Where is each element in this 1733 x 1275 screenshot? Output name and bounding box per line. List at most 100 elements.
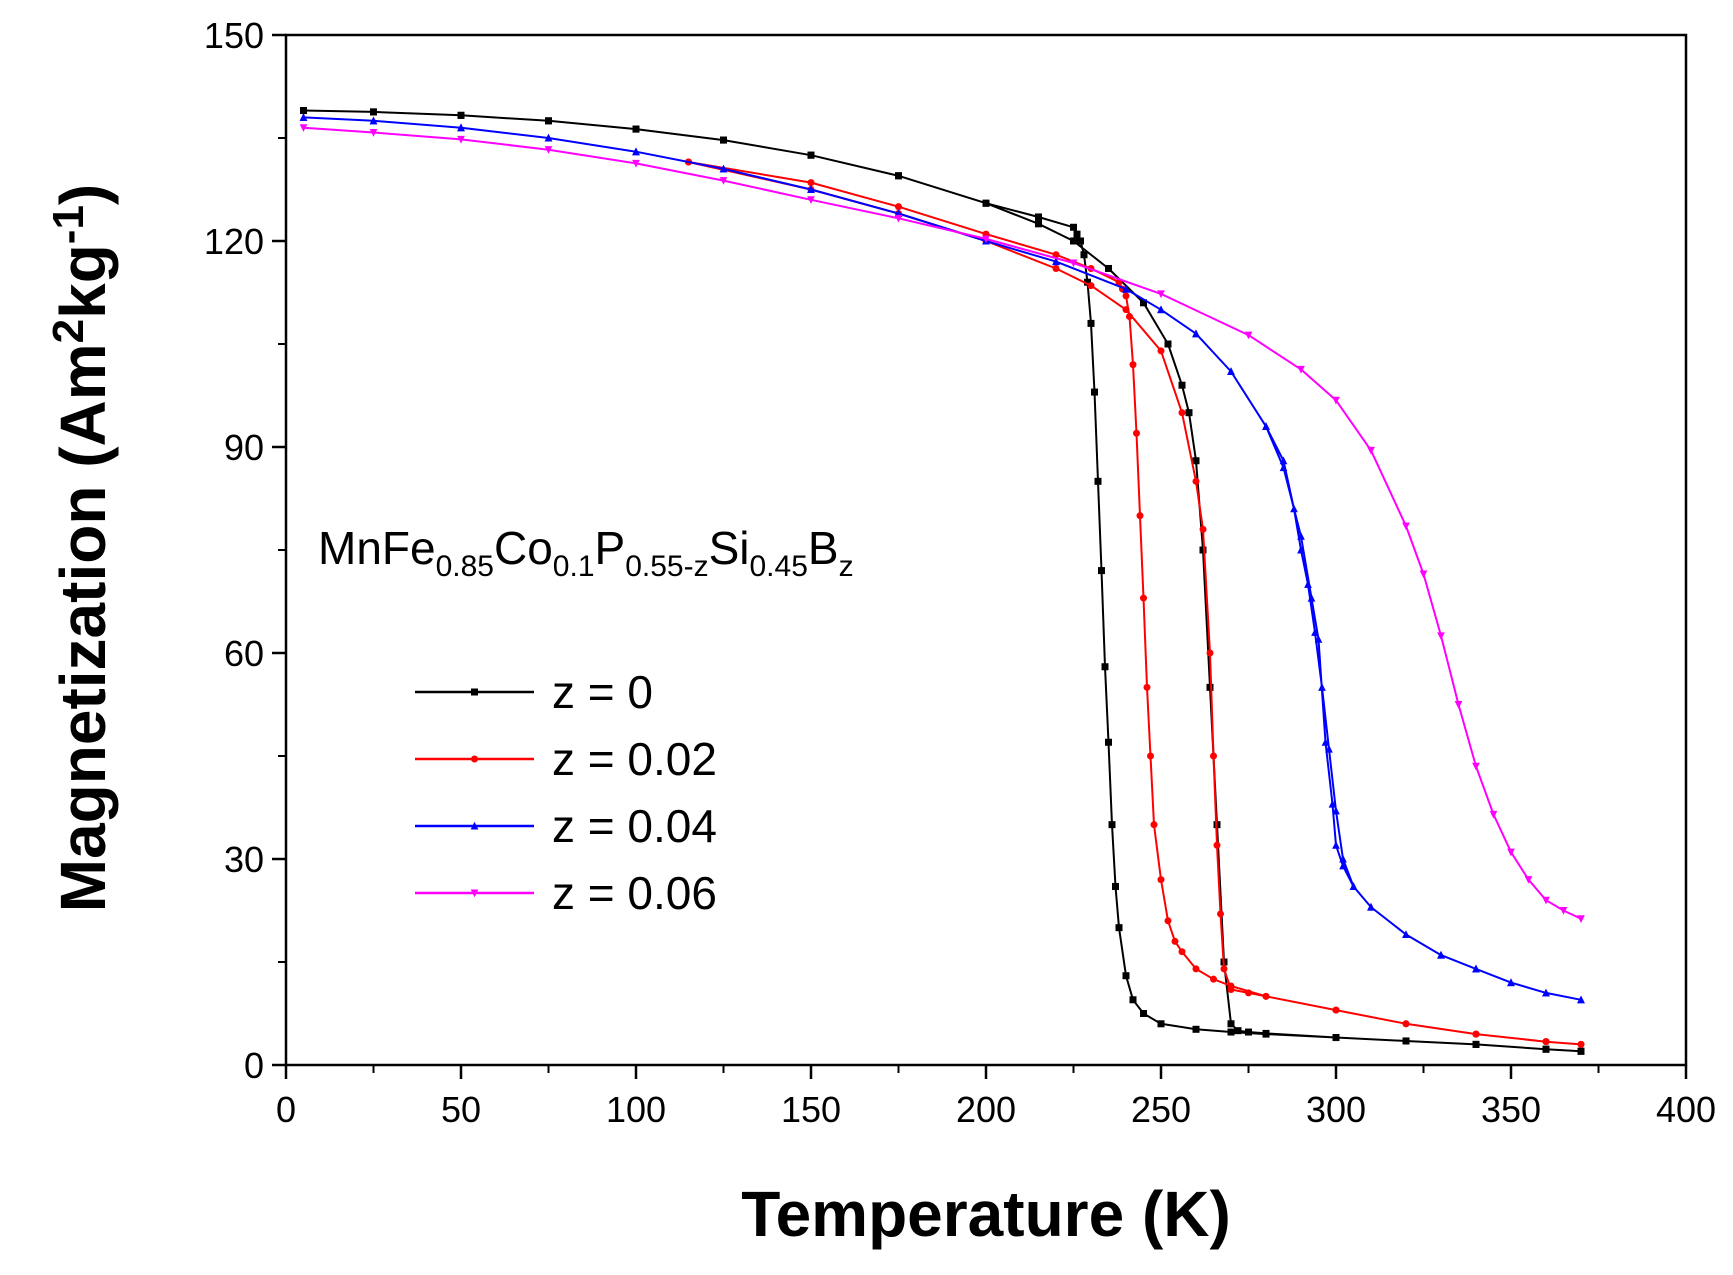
- data-point: [1052, 251, 1060, 259]
- data-point: [1577, 1040, 1585, 1048]
- legend-marker: [471, 688, 478, 696]
- data-point: [1437, 950, 1445, 959]
- series-line: [303, 126, 1582, 920]
- data-point: [1150, 821, 1158, 829]
- data-point: [1472, 1040, 1480, 1048]
- data-point: [1129, 996, 1137, 1004]
- data-point: [720, 136, 727, 144]
- x-tick-label: 100: [606, 1089, 666, 1130]
- data-point: [1171, 937, 1179, 945]
- formula-base-3: P: [595, 522, 626, 574]
- data-point: [982, 235, 990, 244]
- data-point: [1140, 299, 1147, 307]
- data-point: [1094, 477, 1102, 485]
- data-point: [1339, 854, 1347, 863]
- data-point: [894, 214, 903, 223]
- data-point: [1542, 988, 1550, 997]
- data-point: [1402, 522, 1410, 531]
- data-point: [1192, 965, 1200, 973]
- data-point: [1178, 409, 1186, 417]
- formula-sub-3: 0.55-z: [625, 550, 708, 583]
- data-point: [1192, 477, 1200, 485]
- x-tick-label: 300: [1306, 1089, 1366, 1130]
- y-tick-label: 30: [224, 839, 264, 880]
- x-tick-label: 200: [956, 1089, 1016, 1130]
- legend: z = 0 z = 0.02 z = 0.04 z = 0.06: [415, 666, 717, 919]
- x-tick-label: 150: [781, 1089, 841, 1130]
- data-point: [1178, 381, 1186, 389]
- data-point: [1489, 810, 1498, 819]
- data-point: [1105, 738, 1112, 746]
- formula-sub-2: 0.1: [553, 550, 595, 583]
- data-point: [1349, 882, 1358, 890]
- data-point: [1234, 1027, 1242, 1035]
- data-point: [1098, 567, 1105, 575]
- data-point: [1143, 683, 1151, 691]
- data-point: [1091, 388, 1098, 396]
- y-axis-title-mid: kg: [47, 244, 119, 319]
- data-point: [1402, 930, 1410, 939]
- x-axis-title: Temperature (K): [741, 1178, 1231, 1250]
- legend-item: z = 0.02: [415, 733, 717, 785]
- data-point: [1087, 282, 1095, 290]
- legend-marker: [470, 889, 479, 898]
- data-point: [1227, 1028, 1235, 1036]
- x-tick-label: 50: [441, 1089, 481, 1130]
- series-3: [299, 113, 1585, 1004]
- data-point: [1304, 580, 1312, 588]
- data-point: [1192, 457, 1200, 465]
- data-point: [719, 164, 728, 173]
- data-point: [1073, 230, 1081, 238]
- data-point: [1307, 593, 1316, 602]
- data-point: [299, 113, 308, 121]
- y-tick-label: 60: [224, 633, 264, 674]
- data-point: [1217, 910, 1224, 918]
- data-point: [544, 146, 553, 154]
- legend-marker: [470, 821, 479, 830]
- data-point: [1244, 331, 1253, 340]
- data-point: [1080, 251, 1088, 259]
- data-point: [1402, 1020, 1410, 1028]
- data-point: [1210, 975, 1217, 983]
- data-point: [1164, 340, 1172, 348]
- data-point: [1542, 896, 1550, 905]
- series-line: [303, 116, 1582, 1001]
- data-point: [1147, 752, 1154, 760]
- data-point: [1437, 632, 1445, 641]
- data-point: [1136, 512, 1144, 520]
- x-tick-label: 250: [1131, 1089, 1191, 1130]
- data-point: [1577, 995, 1585, 1004]
- data-point: [807, 185, 815, 193]
- data-point: [632, 147, 640, 156]
- formula-sub-1: 0.85: [436, 550, 494, 583]
- legend-item: z = 0.06: [415, 867, 717, 919]
- data-point: [1140, 594, 1147, 602]
- data-point: [1332, 1006, 1340, 1014]
- data-point: [1210, 752, 1217, 760]
- data-point: [1245, 989, 1252, 997]
- data-point: [1542, 1045, 1550, 1053]
- data-point: [1245, 1028, 1252, 1036]
- data-point: [1577, 1047, 1585, 1055]
- data-point: [544, 133, 553, 142]
- data-point: [300, 107, 307, 115]
- data-point: [1220, 965, 1228, 973]
- data-point: [807, 151, 815, 159]
- data-point: [457, 111, 465, 119]
- composition-annotation: MnFe0.85Co0.1P0.55-zSi0.45Bz: [318, 522, 854, 583]
- data-point: [807, 179, 815, 187]
- data-point: [1297, 545, 1305, 554]
- formula-base-1: MnFe: [318, 522, 436, 574]
- legend-label: z = 0: [552, 666, 653, 718]
- data-point: [1332, 841, 1340, 849]
- data-point: [1164, 917, 1172, 925]
- data-point: [1367, 446, 1375, 455]
- data-point: [1122, 292, 1130, 300]
- x-tick-label: 0: [276, 1089, 296, 1130]
- y-axis-title-sup2: -1: [44, 205, 93, 244]
- legend-label: z = 0.04: [552, 800, 717, 852]
- data-point: [1524, 876, 1533, 884]
- data-point: [457, 135, 465, 144]
- data-point: [1199, 546, 1207, 554]
- data-point: [1402, 1037, 1410, 1045]
